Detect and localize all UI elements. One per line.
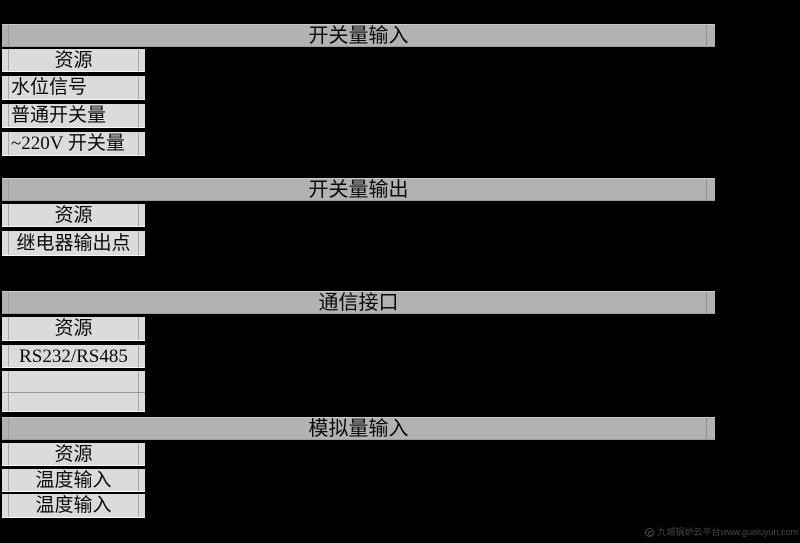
section-title: 通信接口: [318, 291, 399, 314]
section-title: 开关量输出: [308, 178, 409, 201]
watermark: 九城锅炉云平台www.guoluyun.com: [645, 528, 798, 537]
table-row-empty: [2, 371, 145, 393]
table-row-relay-output: 继电器输出点: [2, 231, 145, 256]
section-title: 开关量输入: [308, 24, 409, 47]
section-header-digital-input: 开关量输入: [2, 24, 715, 47]
column-header-resource: 资源: [2, 49, 145, 72]
table-row-common-switch: 普通开关量: [2, 104, 145, 128]
section-header-digital-output: 开关量输出: [2, 178, 715, 201]
table-row-220v-switch: ~220V 开关量: [2, 132, 145, 156]
column-header-resource: 资源: [2, 443, 145, 466]
table-row-water-level-signal: 水位信号: [2, 76, 145, 100]
section-header-analog-input: 模拟量输入: [2, 417, 715, 440]
table-row-temperature-input: 温度输入: [2, 494, 145, 518]
table-row-temperature-input: 温度输入: [2, 469, 145, 492]
column-header-resource: 资源: [2, 204, 145, 227]
watermark-text: 九城锅炉云平台www.guoluyun.com: [657, 527, 798, 537]
column-header-resource: 资源: [2, 317, 145, 341]
watermark-logo-icon: [645, 528, 655, 537]
table-row-rs232-rs485: RS232/RS485: [2, 345, 145, 368]
table-row-empty: [2, 393, 145, 412]
section-header-comm-interface: 通信接口: [2, 291, 715, 314]
section-title: 模拟量输入: [308, 417, 409, 440]
